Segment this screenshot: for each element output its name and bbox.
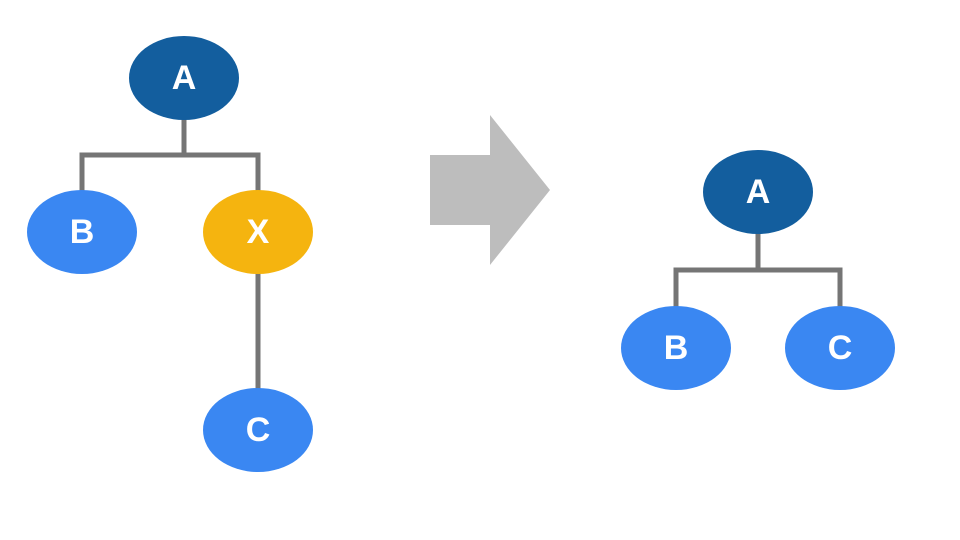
node-A: A — [703, 150, 813, 234]
node-C: C — [203, 388, 313, 472]
right-tree: A B C — [621, 150, 895, 390]
node-C: C — [785, 306, 895, 390]
node-A: A — [129, 36, 239, 120]
edge-A-C — [758, 234, 840, 306]
edge-A-B — [676, 234, 758, 306]
node-C-label: C — [828, 329, 853, 367]
node-B-label: B — [664, 329, 689, 367]
node-X-label: X — [247, 213, 270, 251]
edge-A-X — [184, 120, 258, 190]
diagram-canvas: A B X C A B C — [0, 0, 960, 540]
node-B: B — [27, 190, 137, 274]
node-B-label: B — [70, 213, 95, 251]
edge-A-B — [82, 120, 184, 190]
transform-arrow-icon — [430, 115, 550, 265]
node-C-label: C — [246, 411, 271, 449]
node-X: X — [203, 190, 313, 274]
node-A-label: A — [746, 173, 771, 211]
node-A-label: A — [172, 59, 197, 97]
node-B: B — [621, 306, 731, 390]
left-tree: A B X C — [27, 36, 313, 472]
